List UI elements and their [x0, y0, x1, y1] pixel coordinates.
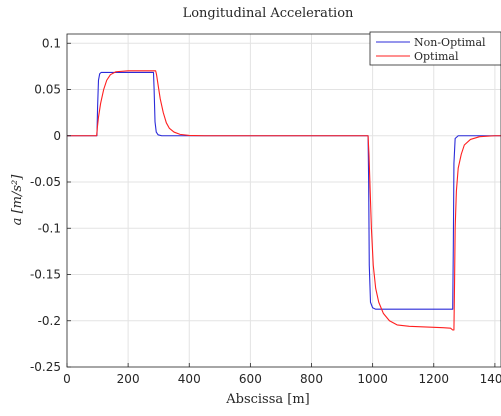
series-line-non-optimal — [67, 71, 501, 310]
legend: Non-Optimal Optimal — [369, 31, 501, 66]
y-tick-label: 0.05 — [34, 83, 61, 97]
x-tick-label: 800 — [300, 372, 323, 386]
y-tick-label: -0.25 — [30, 360, 61, 374]
y-tick-label: -0.05 — [30, 175, 61, 189]
x-axis-title: Abscissa [m] — [225, 392, 310, 407]
series-lines — [67, 70, 501, 331]
y-tick-label: 0 — [53, 129, 61, 143]
y-tick-label: 0.1 — [42, 36, 61, 50]
grid-lines — [66, 34, 501, 368]
legend-box — [369, 31, 501, 66]
legend-label-optimal: Optimal — [414, 50, 459, 63]
x-tick-label: 1200 — [418, 372, 449, 386]
axes-frame — [66, 33, 501, 368]
y-axis-title: a [m/s²] — [10, 174, 25, 226]
series-line-optimal — [67, 70, 501, 331]
y-tick-label: -0.1 — [38, 221, 61, 235]
y-tick-label: -0.15 — [30, 268, 61, 282]
x-tick-label: 600 — [239, 372, 262, 386]
y-tick-label: -0.2 — [38, 314, 61, 328]
x-tick-label: 200 — [117, 372, 140, 386]
x-tick-label: 1000 — [357, 372, 388, 386]
chart-title: Longitudinal Acceleration — [183, 6, 354, 21]
legend-label-non-optimal: Non-Optimal — [414, 36, 486, 49]
x-tick-label: 400 — [178, 372, 201, 386]
x-tick-label: 0 — [63, 372, 71, 386]
